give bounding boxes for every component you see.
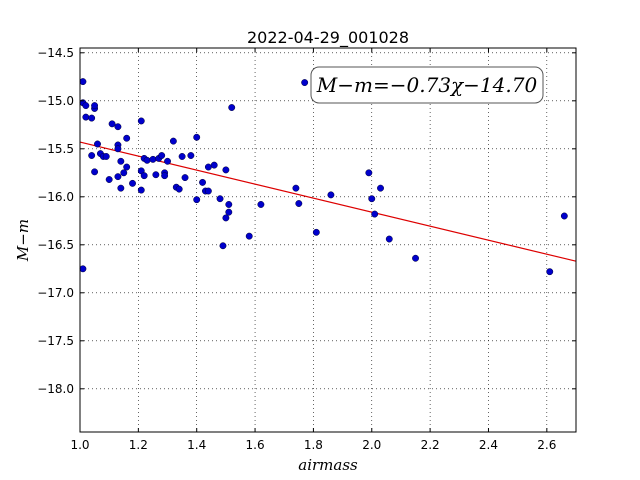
data-point (129, 179, 136, 187)
data-point (117, 157, 125, 165)
data-point (222, 166, 230, 174)
y-tick-label: −15.5 (37, 142, 74, 156)
data-point (228, 104, 236, 111)
data-point (368, 195, 376, 203)
data-point (114, 123, 122, 131)
data-point (385, 235, 393, 243)
y-tick-label: −17.0 (37, 286, 74, 300)
data-point (216, 195, 224, 203)
data-point (546, 268, 554, 276)
data-point (114, 145, 122, 153)
y-tick-label: −18.0 (37, 382, 74, 396)
data-point (193, 196, 201, 204)
data-point (245, 232, 253, 240)
data-point (560, 212, 568, 220)
data-point (187, 152, 195, 159)
equation-annotation: M−m=−0.73χ−14.70 (310, 66, 544, 104)
data-point (222, 214, 230, 222)
data-point (137, 117, 145, 125)
data-point (181, 174, 189, 182)
data-point (204, 187, 212, 195)
x-tick-label: 2.4 (479, 438, 498, 452)
data-point (371, 210, 379, 218)
data-point (94, 140, 101, 148)
plot-area (80, 48, 576, 432)
x-tick-label: 2.0 (362, 438, 381, 452)
data-point (199, 178, 206, 186)
data-point (117, 184, 125, 192)
x-tick-label: 2.2 (421, 438, 440, 452)
data-point (175, 185, 183, 193)
y-tick-label: −15.0 (37, 94, 74, 108)
equation-text: M−m=−0.73χ−14.70 (316, 73, 538, 97)
data-point (137, 186, 145, 194)
data-point (158, 152, 166, 159)
x-tick-label: 1.2 (129, 438, 148, 452)
data-point (204, 163, 212, 171)
data-point (219, 242, 227, 250)
data-point (301, 79, 309, 87)
data-point (108, 120, 116, 128)
x-axis-label: airmass (298, 456, 358, 474)
x-axis-ticks: 1.0 1.2 1.4 1.6 1.8 2.0 2.2 2.4 2.6 (70, 48, 556, 452)
data-point (312, 228, 320, 236)
y-tick-label: −14.5 (37, 46, 74, 60)
data-point (102, 153, 110, 160)
x-tick-label: 1.8 (304, 438, 323, 452)
x-tick-label: 1.0 (70, 438, 89, 452)
chart-title: 2022-04-29_001028 (247, 28, 409, 48)
data-point (143, 156, 151, 164)
y-tick-label: −17.5 (37, 334, 74, 348)
data-point (79, 265, 87, 273)
data-point (82, 102, 90, 110)
data-point (412, 254, 419, 262)
data-point (123, 163, 131, 171)
x-tick-label: 1.4 (187, 438, 206, 452)
data-point (105, 176, 113, 183)
y-tick-label: −16.0 (37, 190, 74, 204)
data-point (225, 208, 233, 216)
fit-line-layer (79, 141, 577, 262)
data-point (161, 172, 169, 180)
data-point (365, 169, 373, 177)
data-point (292, 184, 300, 192)
data-points (79, 78, 568, 276)
plot-frame (79, 47, 577, 433)
data-point (164, 157, 171, 165)
data-point (114, 173, 122, 181)
fit-line (79, 141, 577, 262)
data-point (123, 134, 131, 142)
data-point (88, 114, 96, 122)
y-axis-ticks: −14.5 −15.0 −15.5 −16.0 −16.5 −17.0 −17.5 −18.0 (37, 46, 576, 396)
data-point (257, 201, 265, 208)
data-point (91, 102, 99, 110)
data-point (152, 171, 160, 179)
data-point (169, 137, 177, 145)
x-tick-label: 1.6 (246, 438, 265, 452)
y-tick-label: −16.5 (37, 238, 74, 252)
data-point (140, 172, 148, 180)
data-point (225, 201, 233, 208)
data-point (377, 184, 384, 192)
x-tick-label: 2.6 (537, 438, 556, 452)
data-point (91, 168, 99, 176)
data-point (79, 78, 87, 86)
data-point (210, 161, 218, 169)
y-axis-label: M−m (14, 219, 32, 262)
data-point (88, 152, 96, 159)
data-point (178, 153, 186, 160)
data-point (149, 155, 157, 163)
data-point (327, 191, 335, 199)
data-point (120, 169, 128, 177)
data-point (82, 113, 90, 121)
data-point (193, 133, 201, 141)
data-point (295, 200, 303, 207)
equation-box (310, 66, 544, 104)
